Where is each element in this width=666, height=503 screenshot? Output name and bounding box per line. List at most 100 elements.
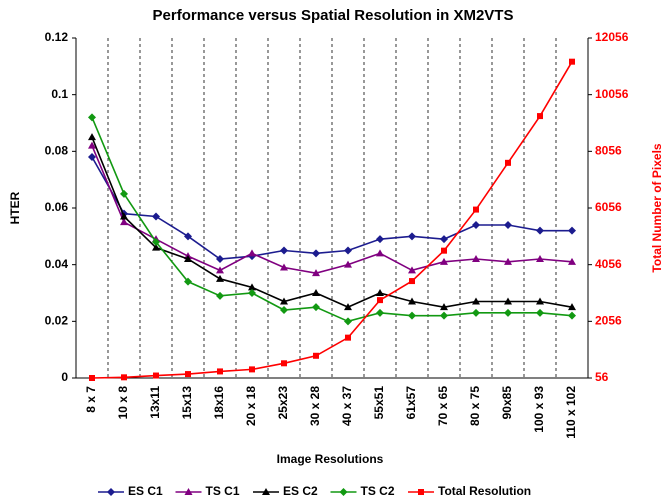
point [88,113,96,122]
y2-tick-label: 8056 [595,144,622,158]
y-tick-label: 0.1 [51,87,68,101]
point [344,246,352,255]
x-tick-label: 15x13 [180,386,194,420]
point [504,297,512,305]
point [568,257,576,265]
point [121,374,127,381]
point [408,311,416,320]
point [536,297,544,305]
legend-label: ES C2 [283,484,318,498]
x-tick-label: 70 x 65 [436,386,450,426]
x-tick-label: 55x51 [372,386,386,420]
point [312,269,320,277]
point [312,249,320,258]
point [281,360,287,367]
point [120,189,128,198]
point [344,260,352,268]
legend-label: TS C1 [206,484,240,498]
x-axis-label: Image Resolutions [277,452,384,466]
legend-label: TS C2 [361,484,395,498]
series-line [91,117,573,323]
point [216,291,224,300]
point [248,289,256,297]
point [473,206,479,213]
point [280,246,288,255]
x-tick-label: 10 x 8 [116,386,130,420]
point [376,235,384,244]
point [280,306,288,314]
point [504,221,512,229]
point [536,226,544,235]
point [376,289,384,296]
x-tick-label: 90x85 [500,386,514,420]
point [408,266,416,274]
point [216,255,224,263]
point [440,235,448,244]
series-line [91,156,572,260]
point [88,153,96,161]
point [216,274,224,282]
point [185,371,191,378]
x-tick-label: 100 x 93 [532,386,546,433]
point [248,283,256,291]
point [568,226,576,235]
point [184,232,192,241]
point [217,368,223,375]
point [536,308,544,317]
point [569,58,575,65]
legend-marker [339,488,348,496]
series-line [91,61,573,379]
point [376,249,384,257]
y-tick-label: 0.04 [45,257,69,271]
point [377,297,383,304]
legend-label: Total Resolution [438,484,531,498]
y2-axis-label: Total Number of Pixels [650,143,664,272]
point [344,317,352,326]
point [472,297,480,305]
y-tick-label: 0.06 [45,200,69,214]
point [280,297,288,305]
series-line [91,145,573,274]
legend-marker [184,488,193,495]
point [312,303,320,312]
legend-marker [107,488,115,496]
point [153,372,159,379]
point [472,221,480,229]
x-tick-label: 8 x 7 [84,386,98,413]
point [568,303,576,311]
point [88,133,96,141]
point [536,255,544,262]
y2-tick-label: 2056 [595,314,622,328]
point [280,263,288,271]
y2-tick-label: 12056 [595,30,629,44]
x-tick-label: 80 x 75 [468,386,482,426]
y-axis-label: HTER [8,191,22,224]
point [184,277,192,286]
x-tick-label: 13x11 [148,386,162,419]
x-tick-label: 110 x 102 [564,386,578,439]
point [505,159,511,166]
point [472,308,480,317]
x-tick-label: 18x16 [212,386,226,420]
point [313,352,319,359]
point [472,255,480,262]
y-tick-label: 0.12 [45,30,69,44]
point [504,257,512,265]
point [120,212,128,220]
point [344,303,352,311]
y2-tick-label: 10056 [595,87,629,101]
point [312,289,320,296]
point [568,311,576,320]
legend-marker [262,488,270,495]
point [216,266,224,274]
point [184,255,192,262]
point [152,212,160,221]
point [441,247,447,254]
series-line [91,136,573,309]
legend-marker [418,489,424,495]
point [504,308,512,317]
x-tick-label: 61x57 [404,386,418,420]
x-tick-label: 25x23 [276,386,290,420]
point [345,334,351,341]
